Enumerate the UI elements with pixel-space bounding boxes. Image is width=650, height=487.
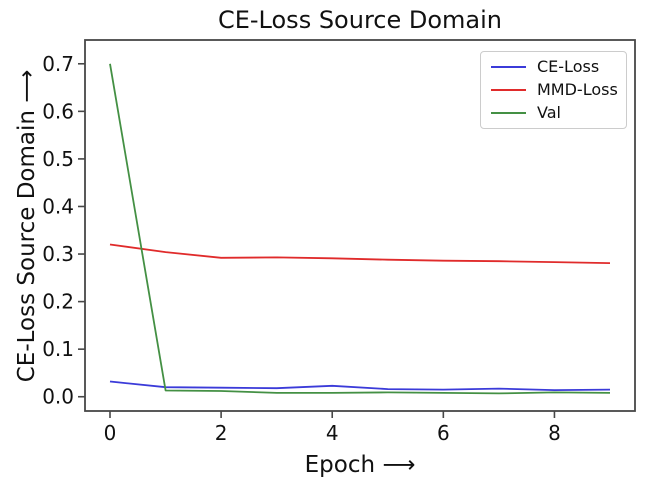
x-tick-label: 6 — [437, 421, 450, 445]
legend-item-mmd-loss: MMD-Loss — [491, 79, 618, 101]
y-tick-label: 0.1 — [42, 337, 74, 361]
legend-label: CE-Loss — [537, 57, 600, 77]
legend-line-sample — [491, 66, 526, 69]
y-tick-label: 0.7 — [42, 52, 74, 76]
series-line-mmd-loss — [109, 243, 611, 264]
series-line-ce-loss — [109, 380, 611, 392]
legend-line-sample — [491, 111, 526, 114]
y-tick-label: 0.2 — [42, 290, 74, 314]
legend-line-sample — [491, 88, 526, 91]
legend: CE-Loss MMD-Loss Val — [480, 51, 627, 129]
series-line-val — [109, 63, 611, 395]
y-tick-label: 0.3 — [42, 242, 74, 266]
legend-label: Val — [537, 102, 561, 122]
y-tick-label: 0.6 — [42, 99, 74, 123]
x-tick-label: 0 — [104, 421, 117, 445]
x-tick-label: 2 — [215, 421, 228, 445]
x-tick-label: 4 — [326, 421, 339, 445]
legend-item-ce-loss: CE-Loss — [491, 56, 618, 78]
x-tick-label: 8 — [548, 421, 561, 445]
y-tick-label: 0.4 — [42, 194, 74, 218]
x-axis-label: Epoch ⟶ — [304, 452, 416, 478]
axes-spines — [84, 39, 636, 412]
y-axis-label: CE-Loss Source Domain ⟶ — [14, 69, 40, 383]
y-tick-label: 0.5 — [42, 147, 74, 171]
legend-item-val: Val — [491, 102, 618, 124]
chart-title: CE-Loss Source Domain — [217, 6, 503, 34]
legend-label: MMD-Loss — [537, 79, 618, 99]
y-tick-label: 0.0 — [42, 385, 74, 409]
